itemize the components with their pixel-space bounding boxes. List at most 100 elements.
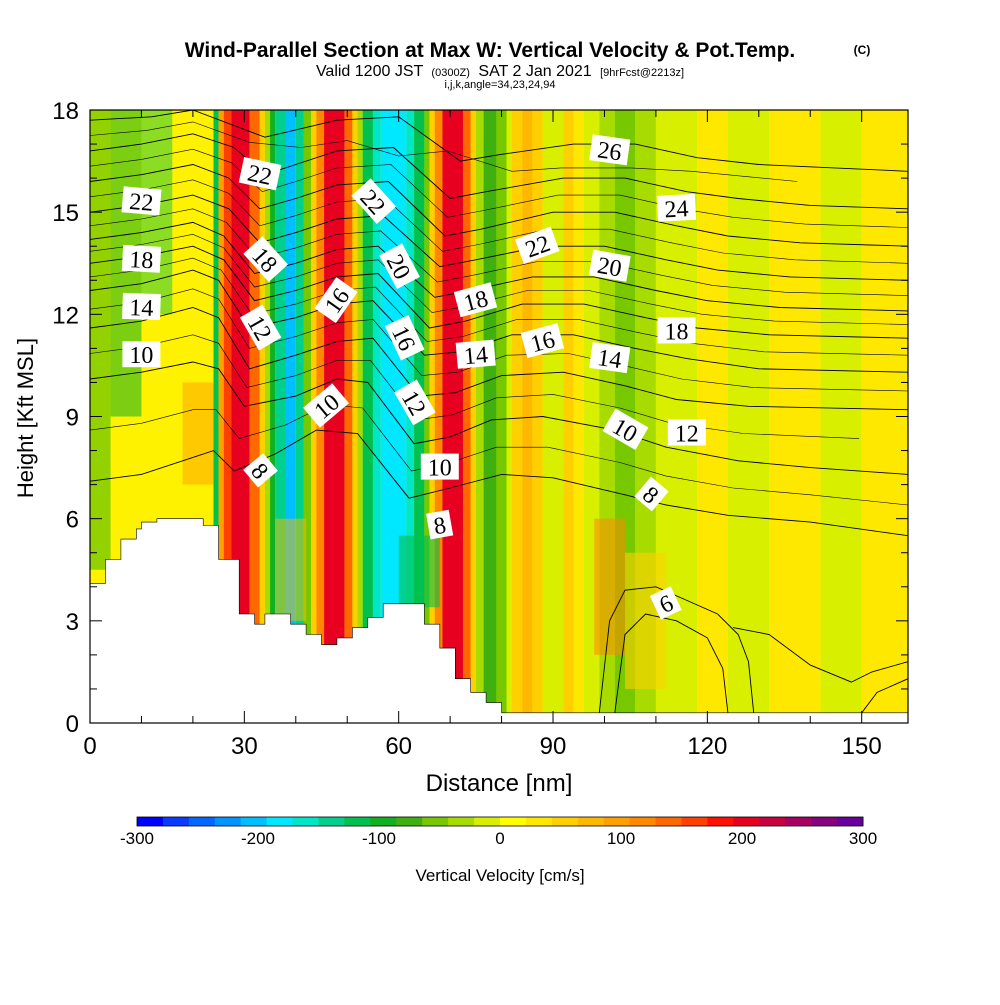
contour-label-box — [426, 509, 454, 540]
colorbar-segment — [188, 817, 216, 826]
contour-label-box — [303, 383, 349, 428]
contour-label: 18 — [453, 282, 498, 318]
y-tick-labels: 0 3 6 9 12 15 18 — [52, 98, 79, 738]
contour-label: 16 — [520, 323, 565, 359]
velocity-band — [264, 110, 271, 723]
y-tick-label: 9 — [66, 405, 79, 432]
velocity-band — [573, 110, 584, 723]
velocity-band — [344, 110, 353, 723]
contour-label-text: 18 — [129, 247, 154, 274]
velocity-band — [462, 110, 471, 723]
theta-contour-6 — [733, 627, 908, 683]
velocity-band — [522, 110, 533, 723]
subtitle-valid-time: Valid 1200 JST — [316, 63, 424, 80]
contour-label-box — [314, 277, 358, 324]
contour-label: 22 — [121, 186, 162, 217]
contour-label: 24 — [656, 193, 697, 223]
velocity-band — [506, 110, 512, 723]
velocity-patch — [625, 552, 667, 689]
contour-label: 18 — [121, 244, 162, 274]
contour-label-text: 12 — [675, 422, 699, 448]
colorbar-segment — [240, 817, 268, 826]
axis-ticks — [89, 109, 908, 724]
contour-label-box — [121, 186, 162, 216]
contour-label-box — [634, 476, 669, 512]
velocity-band — [769, 110, 821, 723]
y-axis-label: Height [Kft MSL] — [13, 338, 38, 498]
colorbar-tick-label: 100 — [607, 829, 635, 848]
colorbar-segment — [759, 817, 786, 826]
colorbar-tick-label: 0 — [495, 829, 504, 848]
x-tick-label: 30 — [231, 733, 258, 760]
contour-label: 20 — [588, 249, 631, 283]
contour-label-box — [243, 236, 289, 282]
velocity-band — [249, 110, 260, 723]
contour-label: 6 — [649, 586, 682, 620]
colorbar-segment — [500, 817, 527, 826]
contour-label-box — [121, 292, 161, 321]
velocity-band — [820, 110, 862, 723]
colorbar-segment — [292, 817, 319, 826]
contour-label: 10 — [122, 341, 161, 369]
y-tick-label: 15 — [52, 200, 79, 227]
colorbar-segment — [837, 817, 864, 826]
colorbar-segment — [448, 817, 475, 826]
contour-label-box — [239, 304, 282, 351]
contour-label-box — [121, 244, 162, 273]
subtitle-utc-time: (0300Z) — [431, 67, 470, 79]
y-tick-label: 12 — [52, 302, 79, 329]
contour-label-text: 18 — [665, 319, 689, 345]
velocity-band — [285, 110, 296, 723]
contour-label-box — [657, 317, 696, 344]
subtitle-date: SAT 2 Jan 2021 — [478, 63, 591, 80]
velocity-band — [372, 110, 381, 723]
velocity-band — [275, 110, 286, 723]
contour-label-box — [589, 134, 631, 166]
theta-contour-minor — [90, 148, 908, 228]
contour-label-text: 24 — [664, 196, 689, 223]
contour-label-box — [243, 453, 278, 488]
colorbar-tick-label: -300 — [120, 829, 154, 848]
colorbar-label: Vertical Velocity [cm/s] — [415, 866, 584, 885]
velocity-band — [511, 110, 523, 723]
colorbar-segment — [707, 817, 734, 826]
contour-label: 14 — [121, 292, 161, 322]
contour-label-text: 14 — [463, 342, 489, 370]
colorbar-tick-label: -100 — [362, 829, 396, 848]
contour-label-box — [453, 282, 498, 318]
contour-label: 8 — [426, 509, 454, 540]
velocity-band — [697, 110, 728, 723]
contour-label-text: 14 — [129, 295, 154, 322]
velocity-band — [362, 110, 373, 723]
contour-label-box — [238, 157, 282, 191]
contour-label-box — [589, 342, 631, 374]
x-tick-label: 0 — [83, 733, 96, 760]
velocity-band — [357, 110, 363, 723]
chart-subtitle: Valid 1200 JST (0300Z) SAT 2 Jan 2021 [9… — [316, 63, 684, 80]
contour-label-box — [455, 339, 496, 369]
contour-label-box — [514, 226, 560, 264]
x-tick-label: 60 — [385, 733, 412, 760]
colorbar-segment — [162, 817, 190, 826]
theta-contour-minor — [90, 404, 908, 506]
contour-label-text: 14 — [596, 345, 623, 374]
contour-label: 12 — [667, 419, 706, 448]
contour-label-text: 10 — [129, 343, 153, 369]
contour-label-box — [394, 379, 436, 426]
velocity-band — [270, 110, 276, 723]
velocity-band — [259, 110, 265, 723]
contour-label-box — [656, 193, 697, 222]
colorbar-segment — [525, 817, 553, 826]
contour-label: 18 — [657, 317, 696, 345]
x-axis-label: Distance [nm] — [426, 770, 573, 797]
theta-contour-20 — [90, 194, 908, 281]
contour-label-text: 22 — [245, 160, 274, 190]
contour-label: 8 — [634, 476, 669, 512]
velocity-patch — [594, 518, 626, 655]
chart-subtitle-indices: i,j,k,angle=34,23,24,94 — [444, 79, 555, 91]
colorbar-segment — [603, 817, 631, 826]
contour-label-box — [520, 323, 565, 359]
y-tick-label: 0 — [66, 711, 79, 738]
